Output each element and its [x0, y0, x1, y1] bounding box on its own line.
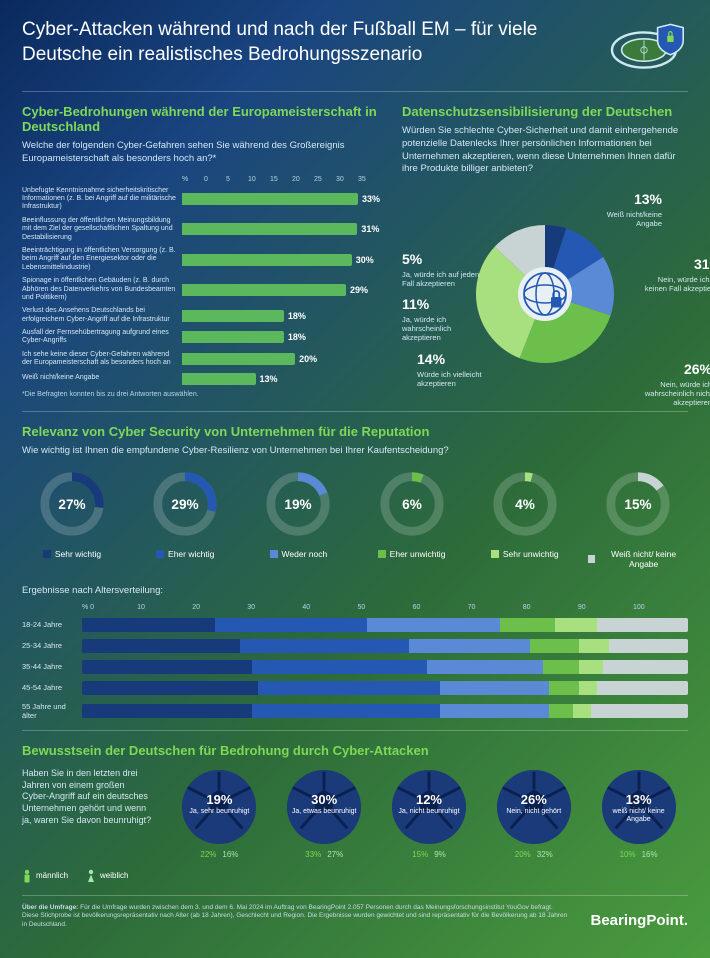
gender-key: männlich weiblich — [22, 869, 688, 883]
pie-label: 13%Weiß nicht/keine Angabe — [582, 191, 662, 228]
key-female: weiblich — [100, 871, 128, 880]
male-icon — [22, 869, 32, 883]
football-row: Haben Sie in den letzten drei Jahren von… — [22, 768, 688, 859]
football-item: 26% Nein, nicht gehört 20%32% — [484, 768, 583, 859]
stacked-row: 18-24 Jahre — [22, 618, 688, 632]
donut-item: 4% Sehr unwichtig — [475, 470, 575, 569]
about-text: Über die Umfrage: Für die Umfrage wurden… — [22, 904, 570, 929]
divider — [22, 411, 688, 412]
header: Cyber-Attacken während und nach der Fußb… — [22, 18, 688, 73]
bar-row: Unbefugte Kenntnisnahme sicherheitskriti… — [22, 187, 380, 212]
bar-value: 29% — [350, 285, 368, 295]
bar-label: Unbefugte Kenntnisnahme sicherheitskriti… — [22, 187, 182, 212]
sec4-subtitle: Bewusstsein der Deutschen für Bedrohung … — [22, 743, 688, 758]
divider — [22, 730, 688, 731]
sec1-question: Welche der folgenden Cyber-Gefahren sehe… — [22, 140, 380, 166]
about-body: Für die Umfrage wurden zwischen dem 3. u… — [22, 904, 567, 928]
pie-section: Datenschutzsensibilisierung der Deutsche… — [402, 104, 688, 401]
bar-label: Verlust des Ansehens Deutschlands bei er… — [22, 307, 182, 324]
bar-label: Beeinflussung der öffentlichen Meinungsb… — [22, 217, 182, 242]
pie-chart: 5%Ja, würde ich auf jeden Fall akzeptier… — [402, 186, 688, 401]
bar-label: Spionage in öffentlichen Gebäuden (z. B.… — [22, 277, 182, 302]
page-title: Cyber-Attacken während und nach der Fußb… — [22, 18, 596, 67]
donut-item: 29% Eher wichtig — [135, 470, 235, 569]
pie-label: 14%Würde ich vielleicht akzeptieren — [417, 351, 497, 388]
sec1-subtitle: Cyber-Bedrohungen während der Europameis… — [22, 104, 380, 134]
pie-label: 26%Nein, würde ich wahrscheinlich nicht … — [632, 361, 710, 407]
sec2-subtitle: Datenschutzsensibilisierung der Deutsche… — [402, 104, 688, 119]
bar-row: Ausfall der Fernsehübertragung aufgrund … — [22, 329, 380, 346]
bar-label: Ich sehe keine dieser Cyber-Gefahren wäh… — [22, 351, 182, 368]
brand-logo: BearingPoint. — [590, 912, 688, 929]
sec1-footnote: *Die Befragten konnten bis zu drei Antwo… — [22, 391, 380, 398]
key-male: männlich — [36, 871, 68, 880]
footer: Über die Umfrage: Für die Umfrage wurden… — [22, 895, 688, 929]
bar-value: 18% — [288, 311, 306, 321]
bar-value: 31% — [361, 224, 379, 234]
svg-text:15%: 15% — [624, 497, 651, 512]
pie-label: 5%Ja, würde ich auf jeden Fall akzeptier… — [402, 251, 482, 288]
bar-row: Beeinflussung der öffentlichen Meinungsb… — [22, 217, 380, 242]
bar-value: 18% — [288, 332, 306, 342]
bar-label: Ausfall der Fernsehübertragung aufgrund … — [22, 329, 182, 346]
svg-text:6%: 6% — [402, 497, 422, 512]
top-row: Cyber-Bedrohungen während der Europameis… — [22, 104, 688, 401]
about-label: Über die Umfrage: — [22, 904, 78, 911]
svg-text:19%: 19% — [285, 497, 312, 512]
bar-label: Beeinträchtigung in öffentlichen Versorg… — [22, 247, 182, 272]
donut-item: 27% Sehr wichtig — [22, 470, 122, 569]
divider — [22, 91, 688, 92]
bar-row: Ich sehe keine dieser Cyber-Gefahren wäh… — [22, 351, 380, 368]
bar-value: 13% — [260, 374, 278, 384]
sec3-question: Wie wichtig ist Ihnen die empfundene Cyb… — [22, 445, 688, 458]
svg-text:27%: 27% — [58, 497, 85, 512]
bar-row: Spionage in öffentlichen Gebäuden (z. B.… — [22, 277, 380, 302]
stacked-title: Ergebnisse nach Altersverteilung: — [22, 585, 688, 598]
svg-text:29%: 29% — [172, 497, 199, 512]
bar-row: Beeinträchtigung in öffentlichen Versorg… — [22, 247, 380, 272]
stacked-row: 35-44 Jahre — [22, 660, 688, 674]
stacked-row: 55 Jahre und älter — [22, 702, 688, 720]
bar-axis: %05101520253035 — [22, 176, 380, 183]
football-item: 19% Ja, sehr beunruhigt 22%16% — [170, 768, 269, 859]
bar-value: 30% — [356, 255, 374, 265]
bar-row: Verlust des Ansehens Deutschlands bei er… — [22, 307, 380, 324]
football-item: 30% Ja, etwas beunruhigt 33%27% — [275, 768, 374, 859]
female-icon — [86, 869, 96, 883]
bar-row: Weiß nicht/keine Angabe 13% — [22, 373, 380, 385]
football-item: 13% weiß nicht/ keine Angabe 10%16% — [589, 768, 688, 859]
donut-item: 15% Weiß nicht/ keine Angabe — [588, 470, 688, 569]
donut-row: 27% Sehr wichtig 29% Eher wichtig 19% We… — [22, 470, 688, 569]
sec2-question: Würden Sie schlechte Cyber-Sicherheit un… — [402, 125, 688, 176]
sec4-question: Haben Sie in den letzten drei Jahren von… — [22, 768, 162, 859]
bar-value: 20% — [299, 354, 317, 364]
football-item: 12% Ja, nicht beunruhigt 15%9% — [380, 768, 479, 859]
sec3-subtitle: Relevanz von Cyber Security von Unterneh… — [22, 424, 688, 439]
stacked-section: Ergebnisse nach Altersverteilung: % 0102… — [22, 585, 688, 720]
sec3: Relevanz von Cyber Security von Unterneh… — [22, 424, 688, 720]
bar-value: 33% — [362, 194, 380, 204]
pie-label: 11%Ja, würde ich wahrscheinlich akzeptie… — [402, 296, 482, 342]
donut-item: 6% Eher unwichtig — [362, 470, 462, 569]
stacked-bars: 18-24 Jahre 25-34 Jahre 35-44 Jahre 45-54 J… — [22, 618, 688, 720]
bar-chart: Unbefugte Kenntnisnahme sicherheitskriti… — [22, 187, 380, 385]
bar-label: Weiß nicht/keine Angabe — [22, 374, 182, 382]
donut-item: 19% Weder noch — [248, 470, 348, 569]
bar-chart-section: Cyber-Bedrohungen während der Europameis… — [22, 104, 380, 401]
stadium-shield-icon — [608, 18, 688, 73]
stacked-row: 25-34 Jahre — [22, 639, 688, 653]
stacked-axis: % 0102030405060708090100 — [22, 604, 688, 611]
stacked-row: 45-54 Jahre — [22, 681, 688, 695]
sec4: Bewusstsein der Deutschen für Bedrohung … — [22, 743, 688, 883]
pie-label: 31%Nein, würde ich auf keinen Fall akzep… — [642, 256, 710, 293]
svg-text:4%: 4% — [515, 497, 535, 512]
